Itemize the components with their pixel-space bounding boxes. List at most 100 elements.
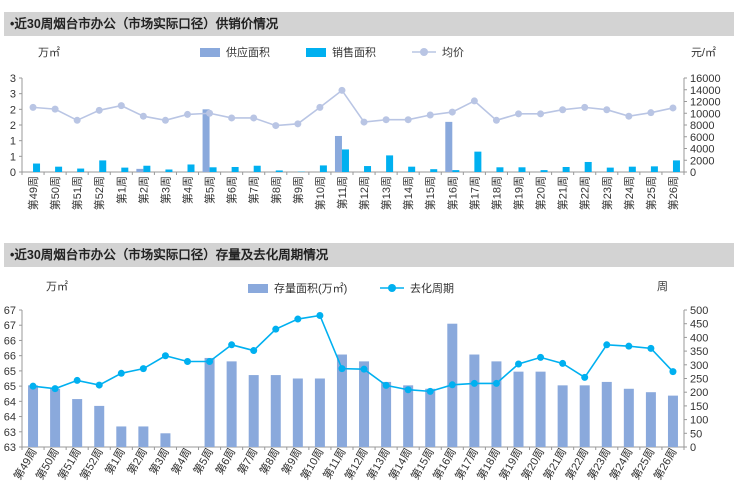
x-tick-label: 第6周	[212, 446, 238, 477]
right-tick-label: 350	[690, 346, 708, 358]
x-tick-label: 第26周	[666, 176, 680, 210]
right-tick-label: 100	[690, 415, 708, 427]
x-tick-label: 第5周	[203, 176, 217, 204]
line-point	[404, 386, 412, 394]
line-point	[161, 116, 169, 124]
bar	[275, 170, 283, 172]
x-tick-label: 第23周	[600, 176, 614, 210]
legend-label: 均价	[442, 46, 464, 59]
x-tick-label: 第20周	[534, 176, 548, 210]
x-tick-label: 第3周	[158, 176, 172, 204]
line-point	[117, 369, 125, 377]
line-point	[250, 347, 258, 355]
line-point	[537, 110, 545, 118]
line-point	[470, 97, 478, 105]
left-tick-label: 3	[10, 73, 16, 85]
bar	[121, 167, 129, 172]
bar	[535, 371, 546, 447]
bar	[55, 166, 63, 172]
bar	[606, 167, 614, 172]
line-point	[184, 358, 191, 366]
bar	[540, 170, 548, 172]
line-point	[669, 368, 677, 376]
x-tick-label: 第7周	[247, 176, 261, 204]
bar	[408, 166, 416, 172]
x-tick-label: 第51周	[70, 176, 84, 210]
x-tick-label: 第24周	[622, 176, 636, 210]
bar	[341, 149, 349, 172]
line-point	[95, 381, 103, 389]
right-tick-label: 4000	[690, 144, 714, 156]
x-tick-label: 第50周	[48, 176, 62, 210]
line-point	[95, 106, 103, 114]
right-tick-label: 6000	[690, 132, 714, 144]
line-point	[73, 116, 81, 124]
x-tick-label: 第15周	[423, 176, 437, 210]
x-tick-label: 第9周	[291, 176, 305, 204]
bar	[518, 167, 526, 172]
x-tick-label: 第11周	[335, 176, 349, 209]
right-tick-label: 500	[690, 305, 708, 317]
series-line	[32, 314, 674, 393]
legend-label: 存量面积(万㎡)	[274, 281, 347, 295]
x-tick-label: 第1周	[114, 176, 128, 204]
series-line	[32, 89, 674, 127]
left-tick-label: 63	[4, 442, 16, 454]
bar	[386, 155, 394, 172]
chart2-title: •近30周烟台市办公（市场实际口径）存量及去化周期情况	[4, 243, 734, 267]
line-point	[559, 106, 567, 114]
bar	[253, 165, 261, 172]
legend-swatch-dot	[420, 48, 428, 56]
legend-swatch	[200, 48, 220, 57]
x-tick-label: 第2周	[124, 446, 150, 477]
line-point	[625, 112, 633, 120]
line-point	[515, 360, 522, 368]
right-tick-label: 150	[690, 401, 708, 413]
line-point	[139, 112, 147, 120]
right-tick-label: 300	[690, 360, 708, 372]
x-tick-label: 第5周	[190, 446, 216, 477]
bar	[628, 166, 636, 172]
x-tick-label: 第19周	[512, 176, 526, 210]
left-tick-label: 1	[10, 136, 16, 148]
right-tick-label: 12000	[690, 97, 721, 109]
line-point	[139, 365, 147, 373]
line-point	[360, 118, 368, 126]
bar	[116, 426, 127, 447]
bar	[645, 392, 656, 447]
line-point	[492, 116, 500, 124]
line-point	[537, 353, 545, 361]
bar	[650, 166, 658, 172]
line-point	[228, 341, 236, 349]
line-point	[448, 108, 456, 116]
x-tick-label: 第21周	[556, 176, 570, 210]
bar	[138, 426, 149, 447]
right-tick-label: 0	[690, 442, 696, 454]
bar	[50, 388, 61, 447]
bar	[623, 388, 634, 447]
bar	[667, 395, 678, 447]
bar	[292, 378, 303, 447]
bar	[445, 121, 453, 172]
chart1-title: •近30周烟台市办公（市场实际口径）供销价情况	[4, 12, 734, 36]
line-point	[206, 358, 214, 366]
bar	[72, 399, 83, 447]
legend-label: 供应面积	[226, 45, 270, 59]
line-point	[581, 103, 589, 111]
bar	[562, 166, 570, 172]
line-point	[515, 110, 522, 118]
line-point	[647, 109, 655, 117]
line-point	[29, 103, 37, 111]
line-point	[250, 114, 258, 122]
bar	[452, 170, 460, 172]
right-tick-label: 2000	[690, 155, 714, 167]
x-tick-label: 第52周	[92, 176, 106, 210]
bar	[381, 381, 392, 447]
line-point	[294, 315, 302, 323]
line-point	[382, 116, 390, 124]
line-point	[603, 106, 611, 114]
right-tick-label: 8000	[690, 120, 714, 132]
bar	[143, 165, 151, 172]
bar	[513, 371, 524, 447]
line-point	[360, 365, 368, 373]
